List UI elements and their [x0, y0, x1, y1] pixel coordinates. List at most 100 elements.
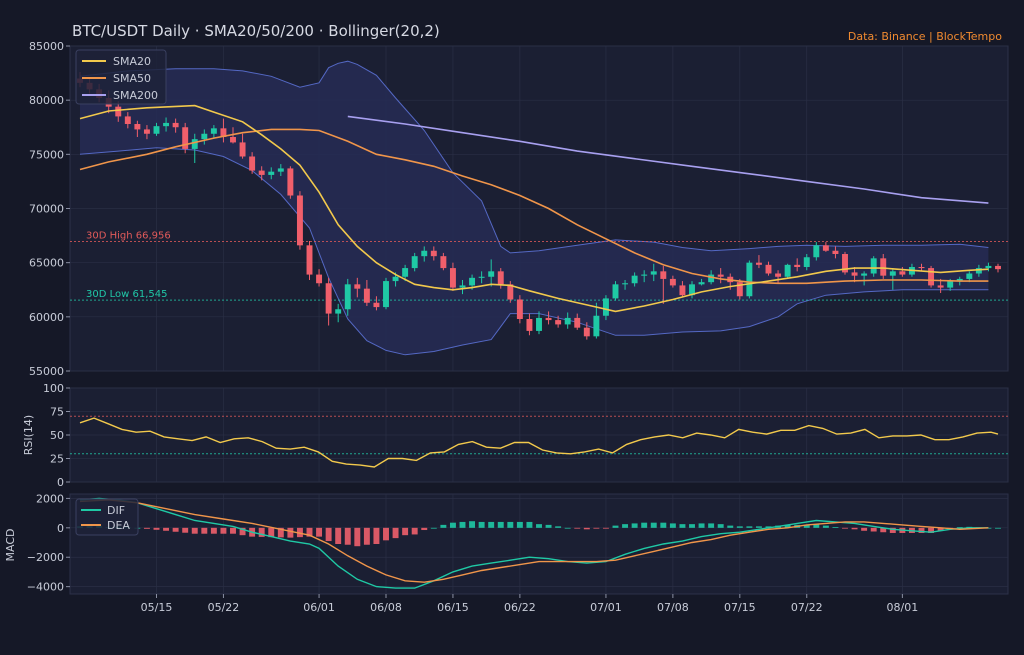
candle-body	[373, 302, 380, 308]
x-tick-label: 08/01	[887, 601, 919, 614]
macd-histogram-bar	[143, 527, 150, 529]
candle-body	[363, 288, 370, 303]
macd-histogram-bar	[861, 527, 868, 531]
macd-histogram-bar	[230, 527, 236, 534]
macd-histogram-bar	[316, 527, 323, 537]
macd-histogram-bar	[727, 525, 734, 528]
macd-histogram-bar	[335, 527, 342, 544]
x-tick-label: 07/22	[791, 601, 823, 614]
price-panel: 55000 60000 65000 70000 75000 80000 85000 30D H…	[29, 40, 1009, 378]
rsi-axis-label: RSI(14)	[22, 415, 35, 455]
candle-body	[316, 274, 323, 284]
candle-body	[679, 285, 686, 296]
candle-body	[928, 268, 935, 286]
y-tick-label: 85000	[29, 40, 64, 53]
macd-histogram-bar	[373, 527, 380, 544]
candle-body	[459, 285, 466, 288]
candle-body	[803, 257, 810, 267]
legend-label: SMA50	[113, 72, 151, 85]
candle-body	[210, 128, 217, 134]
x-tick-label: 05/15	[141, 601, 173, 614]
macd-histogram-bar	[650, 522, 657, 528]
candle-body	[622, 283, 629, 285]
x-tick-label: 07/15	[724, 601, 756, 614]
candle-body	[842, 254, 848, 273]
macd-histogram-bar	[153, 527, 160, 530]
candle-body	[507, 284, 514, 300]
macd-histogram-bar	[478, 521, 485, 528]
candle-body	[440, 256, 447, 269]
candle-body	[220, 128, 227, 137]
macd-histogram-bar	[956, 527, 963, 528]
macd-histogram-bar	[392, 527, 399, 539]
candle-body	[612, 284, 619, 299]
macd-histogram-bar	[440, 524, 447, 528]
y-tick-label: 100	[43, 382, 64, 395]
candle-body	[736, 282, 743, 297]
y-tick-label: 0	[57, 476, 64, 489]
candle-body	[669, 278, 676, 286]
macd-histogram-bar	[182, 527, 189, 533]
macd-histogram-bar	[306, 527, 313, 537]
candle-body	[153, 126, 160, 134]
y-tick-label: 50	[50, 429, 64, 442]
candle-body	[497, 271, 504, 285]
y-tick-label: 25	[50, 453, 64, 466]
macd-histogram-bar	[746, 526, 753, 528]
x-tick-label: 05/22	[208, 601, 240, 614]
candle-body	[354, 284, 361, 289]
dif-line	[79, 497, 989, 589]
y-tick-label: 0	[57, 522, 64, 535]
x-tick-label: 06/08	[370, 601, 402, 614]
macd-histogram-bar	[612, 525, 619, 528]
macd-histogram-bar	[172, 527, 179, 532]
bollinger-upper-line	[79, 60, 989, 254]
data-source-label: Data: Binance | BlockTempo	[848, 30, 1002, 43]
macd-axis-label: MACD	[4, 529, 17, 562]
candle-body	[392, 276, 399, 282]
candle-body	[555, 320, 562, 325]
sma50-line	[79, 128, 989, 285]
macd-histogram-bar	[708, 523, 715, 528]
macd-histogram-bar	[602, 527, 609, 529]
macd-histogram-bar	[268, 527, 275, 538]
macd-histogram-bar	[918, 527, 925, 533]
y-tick-label: 75000	[29, 148, 64, 161]
candle-body	[775, 273, 782, 277]
macd-histogram-bar	[469, 521, 476, 528]
candle-body	[631, 275, 638, 284]
candle-body	[593, 315, 600, 337]
macd-histogram-bar	[430, 527, 437, 529]
macd-histogram-bar	[363, 527, 370, 545]
macd-histogram-bar	[210, 527, 217, 534]
macd-histogram-bar	[679, 524, 686, 528]
macd-histogram-bar	[201, 527, 208, 534]
candle-body	[201, 133, 208, 140]
legend-label: DIF	[107, 504, 125, 517]
y-tick-label: 55000	[29, 365, 64, 378]
macd-histogram-bar	[880, 527, 887, 533]
macd-histogram-bar	[631, 523, 638, 528]
macd-histogram-bar	[555, 526, 562, 528]
macd-histogram-bar	[698, 523, 705, 528]
candle-body	[344, 284, 351, 310]
candle-body	[536, 317, 542, 331]
macd-histogram-bar	[870, 527, 877, 532]
candle-body	[249, 156, 256, 171]
candle-body	[191, 139, 198, 149]
x-tick-label: 06/22	[504, 601, 536, 614]
y-tick-label: −4000	[27, 581, 64, 594]
candle-body	[488, 271, 495, 277]
high-line-label: 30D High 66,956	[86, 230, 171, 241]
macd-histogram-bar	[488, 521, 495, 528]
y-tick-label: 70000	[29, 203, 64, 216]
macd-histogram-bar	[813, 524, 820, 528]
rsi-line	[79, 417, 999, 468]
candle-body	[564, 317, 571, 325]
y-tick-label: 2000	[36, 492, 64, 505]
candle-body	[277, 168, 284, 172]
candle-body	[306, 245, 313, 275]
candle-body	[143, 129, 150, 134]
macd-histogram-bar	[937, 527, 944, 531]
macd-panel: −4000 −2000 0 2000 MACD DIF DEA	[4, 492, 1009, 595]
